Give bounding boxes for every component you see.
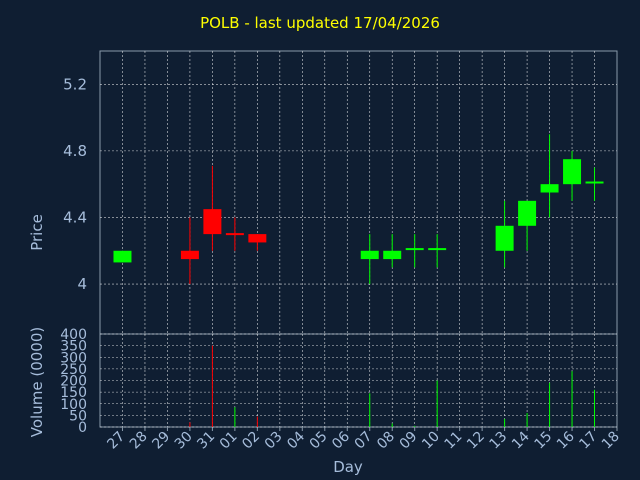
x-tick-label: 09 [397, 429, 421, 453]
volume-tick-label: 0 [78, 420, 87, 436]
x-tick-label: 29 [149, 429, 173, 453]
x-tick-label: 17 [576, 429, 600, 453]
volume-tick-label: 100 [60, 397, 87, 413]
price-tick-label: 4 [77, 275, 87, 293]
x-tick-label: 07 [352, 429, 376, 453]
volume-tick-label: 300 [60, 350, 87, 366]
candle-body [428, 248, 447, 251]
price-tick-label: 5.2 [63, 75, 87, 93]
x-tick-label: 01 [217, 429, 241, 453]
x-tick-label: 08 [374, 429, 398, 453]
candle-body [360, 250, 379, 260]
price-panel-frame [99, 50, 618, 335]
candle-body [563, 159, 582, 185]
chart-title: POLB - last updated 17/04/2026 [200, 14, 440, 32]
x-tick-label: 14 [509, 428, 533, 452]
candle-body [113, 250, 132, 263]
volume-tick-label: 200 [60, 374, 87, 390]
price-axis-label: Price [28, 214, 46, 251]
candle-body [248, 234, 267, 243]
x-tick-label: 13 [487, 429, 511, 453]
candle-body [203, 209, 222, 235]
candle-body [495, 225, 514, 251]
volume-tick-label: 400 [60, 327, 87, 343]
volume-axis-label: Volume (0000) [28, 327, 46, 437]
volume-tick-label: 150 [60, 385, 87, 401]
x-tick-label: 02 [239, 429, 263, 453]
x-axis-label: Day [333, 458, 363, 476]
candle-body [383, 250, 402, 260]
candle-body [540, 184, 559, 193]
volume-tick-label: 50 [69, 408, 87, 424]
x-tick-label: 16 [554, 428, 578, 452]
x-tick-label: 04 [284, 428, 308, 452]
candle-body [180, 250, 199, 260]
price-tick-label: 4.8 [63, 142, 87, 160]
volume-tick-label: 250 [60, 362, 87, 378]
candle-body [518, 200, 537, 226]
candle-body [585, 181, 604, 184]
x-tick-label: 31 [194, 429, 218, 453]
x-tick-label: 10 [419, 429, 443, 453]
candle-body [405, 248, 424, 251]
x-tick-label: 03 [262, 429, 286, 453]
x-tick-label: 18 [599, 429, 623, 453]
x-tick-label: 11 [442, 429, 466, 453]
candle-body [225, 233, 244, 236]
x-tick-label: 27 [104, 429, 128, 453]
x-tick-label: 28 [127, 429, 151, 453]
x-tick-label: 06 [329, 428, 353, 452]
price-tick-label: 4.4 [63, 208, 87, 226]
x-tick-label: 30 [172, 429, 196, 453]
x-tick-label: 15 [531, 429, 555, 453]
x-tick-label: 12 [464, 429, 488, 453]
x-tick-label: 05 [307, 429, 331, 453]
volume-tick-label: 350 [60, 339, 87, 355]
